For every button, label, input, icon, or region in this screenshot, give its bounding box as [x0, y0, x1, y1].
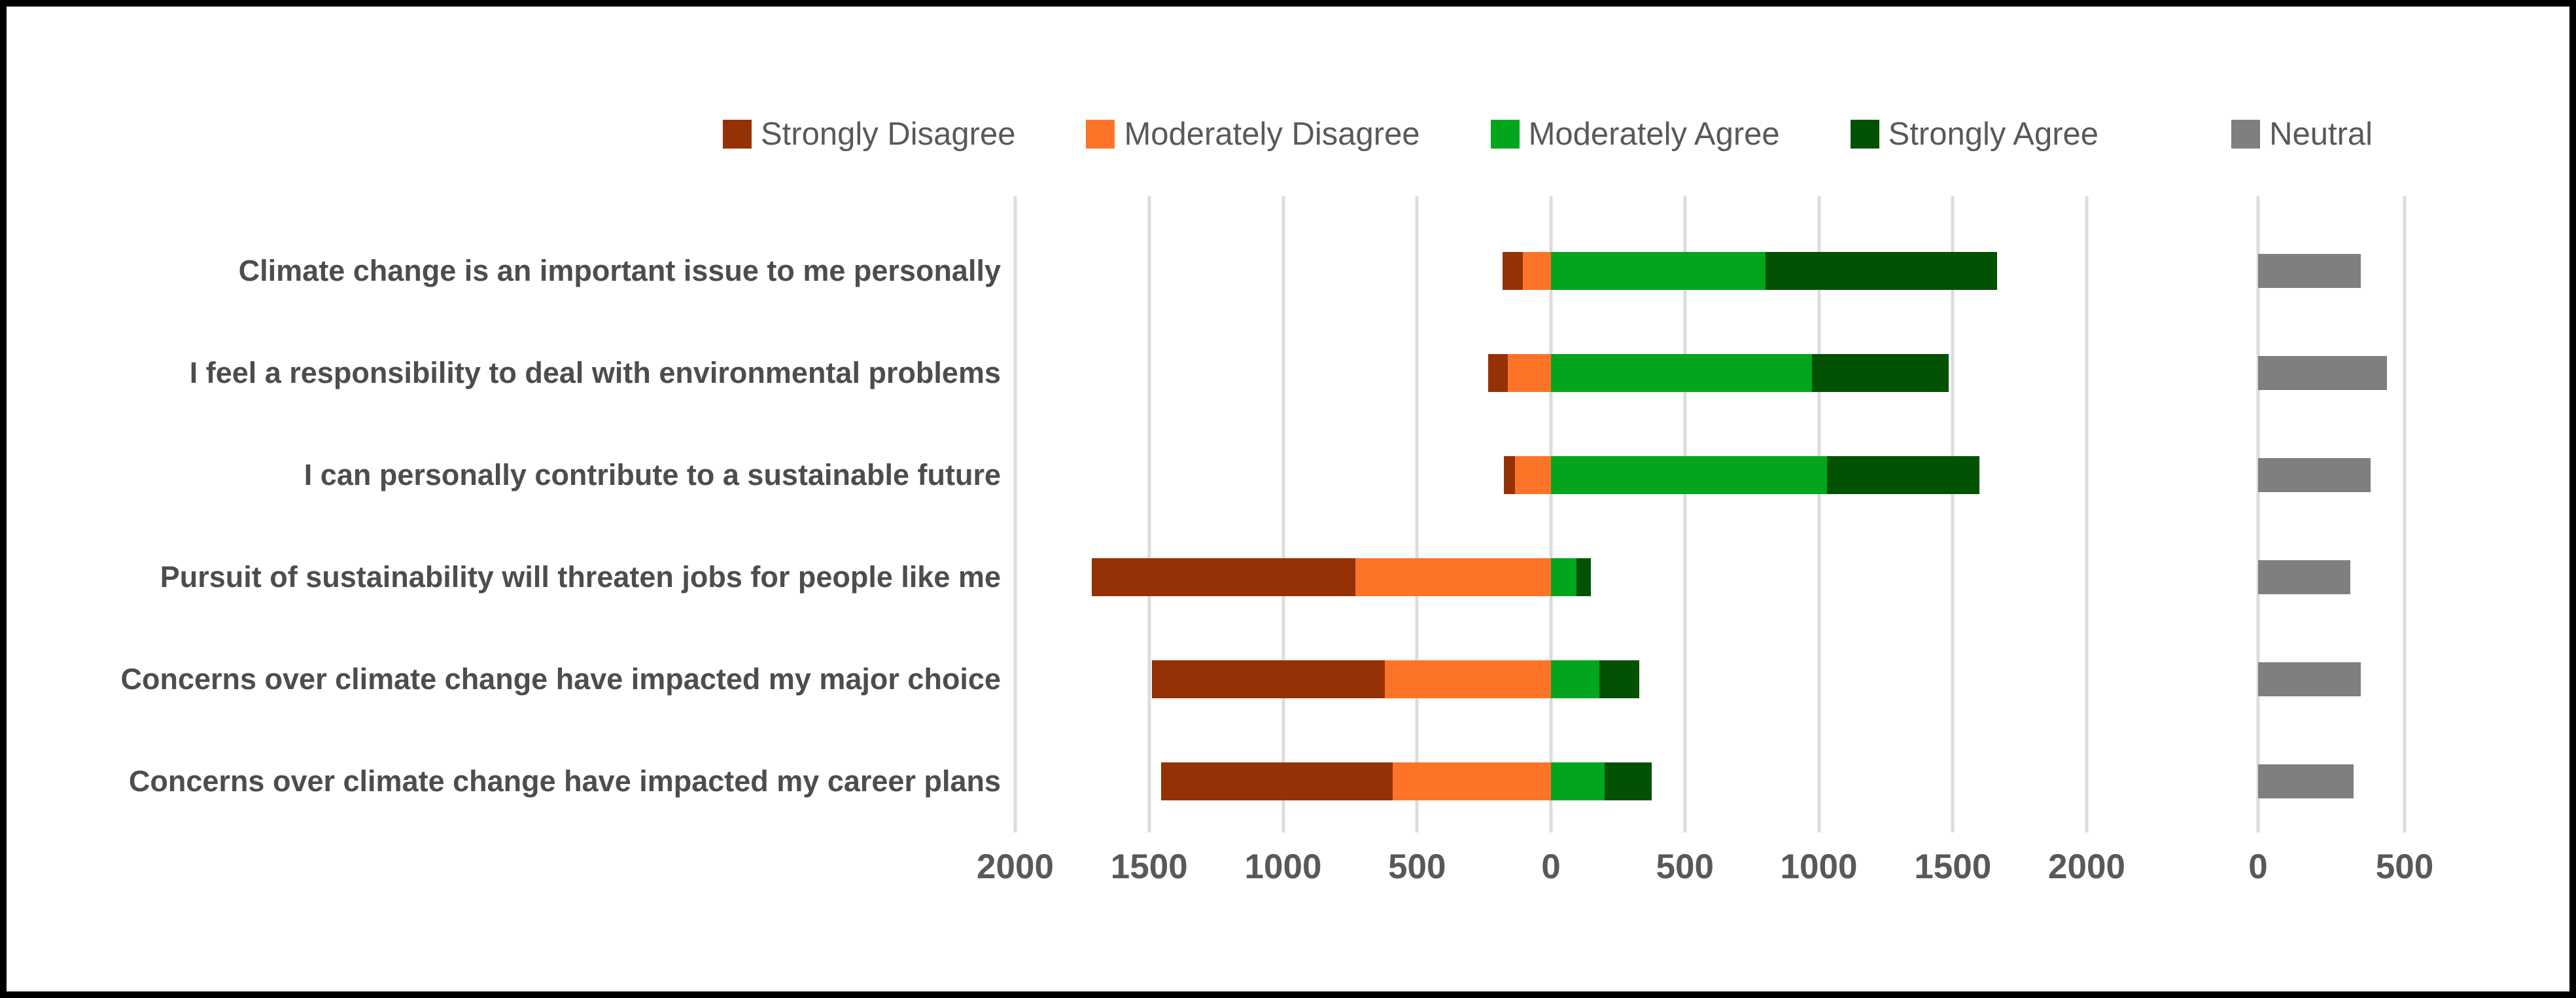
neutral-bar-row: [2258, 560, 2551, 594]
bar-segment-neutral: [2258, 662, 2361, 696]
gridline: [1817, 196, 1820, 832]
bar-segment-strongly-agree: [1826, 456, 1980, 494]
main-axis-tick-label: 1000: [1780, 847, 1858, 886]
gridline: [1549, 196, 1553, 832]
bar-segment-moderately-agree: [1551, 354, 1813, 392]
main-axis-tick-label: 500: [1656, 847, 1714, 886]
gridline: [2085, 196, 2089, 832]
likert-bar-row: [1015, 558, 2087, 596]
chart-legend: Strongly Disagree Moderately Disagree Mode…: [723, 111, 2373, 157]
bar-segment-moderately-agree: [1551, 252, 1766, 290]
bar-segment-moderately-disagree: [1355, 558, 1551, 596]
gridline: [1683, 196, 1687, 832]
bar-segment-moderately-agree: [1551, 762, 1605, 800]
legend-label: Strongly Disagree: [761, 116, 1016, 152]
main-axis-tick-label: 1500: [1914, 847, 1992, 886]
legend-item-strongly-agree: Strongly Agree: [1850, 116, 2099, 152]
bar-segment-moderately-disagree: [1514, 456, 1551, 494]
legend-item-moderately-agree: Moderately Agree: [1490, 116, 1780, 152]
bar-segment-moderately-agree: [1551, 456, 1827, 494]
likert-bar-row: [1015, 252, 2087, 290]
main-axis-tick-label: 1000: [1244, 847, 1322, 886]
legend-label: Neutral: [2269, 116, 2373, 152]
main-axis-tick-label: 1500: [1110, 847, 1188, 886]
bar-segment-strongly-agree: [1576, 558, 1592, 596]
category-label: I can personally contribute to a sustain…: [304, 458, 1001, 492]
gridline: [1013, 196, 1017, 832]
bar-segment-strongly-agree: [1599, 660, 1640, 698]
neutral-plot-area: [2256, 196, 2551, 832]
legend-label: Moderately Agree: [1528, 116, 1780, 152]
neutral-bar-row: [2258, 356, 2551, 390]
category-label: Pursuit of sustainability will threaten …: [160, 560, 1001, 594]
main-axis-tick-label: 2000: [977, 847, 1054, 886]
bar-segment-moderately-agree: [1551, 558, 1576, 596]
main-axis-ticks: 2000 1500 1000 500 0 500 1000 1500 2000: [977, 847, 2125, 895]
bar-segment-moderately-agree: [1551, 660, 1599, 698]
gridline: [1951, 196, 1955, 832]
bar-segment-strongly-disagree: [1151, 660, 1385, 698]
category-label: I feel a responsibility to deal with env…: [189, 356, 1001, 390]
neutral-axis-ticks: 0 500: [2248, 847, 2551, 895]
bar-segment-strongly-agree: [1604, 762, 1652, 800]
legend-swatch-icon: [723, 120, 752, 149]
legend-item-moderately-disagree: Moderately Disagree: [1086, 116, 1420, 152]
bar-segment-neutral: [2258, 560, 2351, 594]
legend-swatch-icon: [1086, 120, 1115, 149]
category-label: Concerns over climate change have impact…: [128, 764, 1001, 798]
main-axis-tick-label: 0: [1541, 847, 1561, 886]
legend-swatch-icon: [1490, 120, 1520, 149]
neutral-bar-row: [2258, 764, 2551, 798]
likert-bar-row: [1015, 456, 2087, 494]
bar-segment-strongly-disagree: [1504, 456, 1515, 494]
likert-bar-row: [1015, 354, 2087, 392]
bar-segment-neutral: [2258, 458, 2371, 492]
likert-bar-row: [1015, 762, 2087, 800]
bar-segment-strongly-disagree: [1091, 558, 1356, 596]
bar-segment-moderately-disagree: [1523, 252, 1551, 290]
gridline: [2256, 196, 2260, 832]
bar-segment-strongly-disagree: [1503, 252, 1523, 290]
likert-bar-row: [1015, 660, 2087, 698]
bar-segment-neutral: [2258, 764, 2354, 798]
legend-label: Strongly Agree: [1888, 116, 2099, 152]
neutral-axis-tick-label: 500: [2375, 847, 2434, 886]
gridline: [1281, 196, 1285, 832]
gridline: [1415, 196, 1419, 832]
gridline: [1147, 196, 1151, 832]
main-axis-tick-label: 500: [1388, 847, 1446, 886]
legend-swatch-icon: [2231, 120, 2261, 149]
bar-segment-strongly-agree: [1765, 252, 1997, 290]
bar-segment-neutral: [2258, 254, 2361, 288]
main-axis-tick-label: 2000: [2048, 847, 2125, 886]
bar-segment-moderately-disagree: [1393, 762, 1551, 800]
category-label: Concerns over climate change have impact…: [120, 662, 1001, 696]
neutral-axis-tick-label: 0: [2248, 847, 2268, 886]
bar-segment-moderately-disagree: [1385, 660, 1551, 698]
neutral-bar-row: [2258, 254, 2551, 288]
bar-segment-strongly-agree: [1812, 354, 1949, 392]
bar-segment-strongly-disagree: [1488, 354, 1508, 392]
bar-segment-strongly-disagree: [1161, 762, 1393, 800]
legend-label: Moderately Disagree: [1124, 116, 1420, 152]
legend-item-neutral: Neutral: [2231, 118, 2373, 151]
category-labels: Climate change is an important issue to …: [118, 220, 1001, 832]
category-label: Climate change is an important issue to …: [238, 254, 1001, 288]
neutral-bar-row: [2258, 458, 2551, 492]
legend-swatch-icon: [1850, 120, 1879, 149]
gridline: [2403, 196, 2407, 832]
legend-item-strongly-disagree: Strongly Disagree: [723, 118, 1015, 151]
main-plot-area: [1013, 196, 2089, 832]
neutral-bar-row: [2258, 662, 2551, 696]
bar-segment-moderately-disagree: [1508, 354, 1551, 392]
bar-segment-neutral: [2258, 356, 2388, 390]
